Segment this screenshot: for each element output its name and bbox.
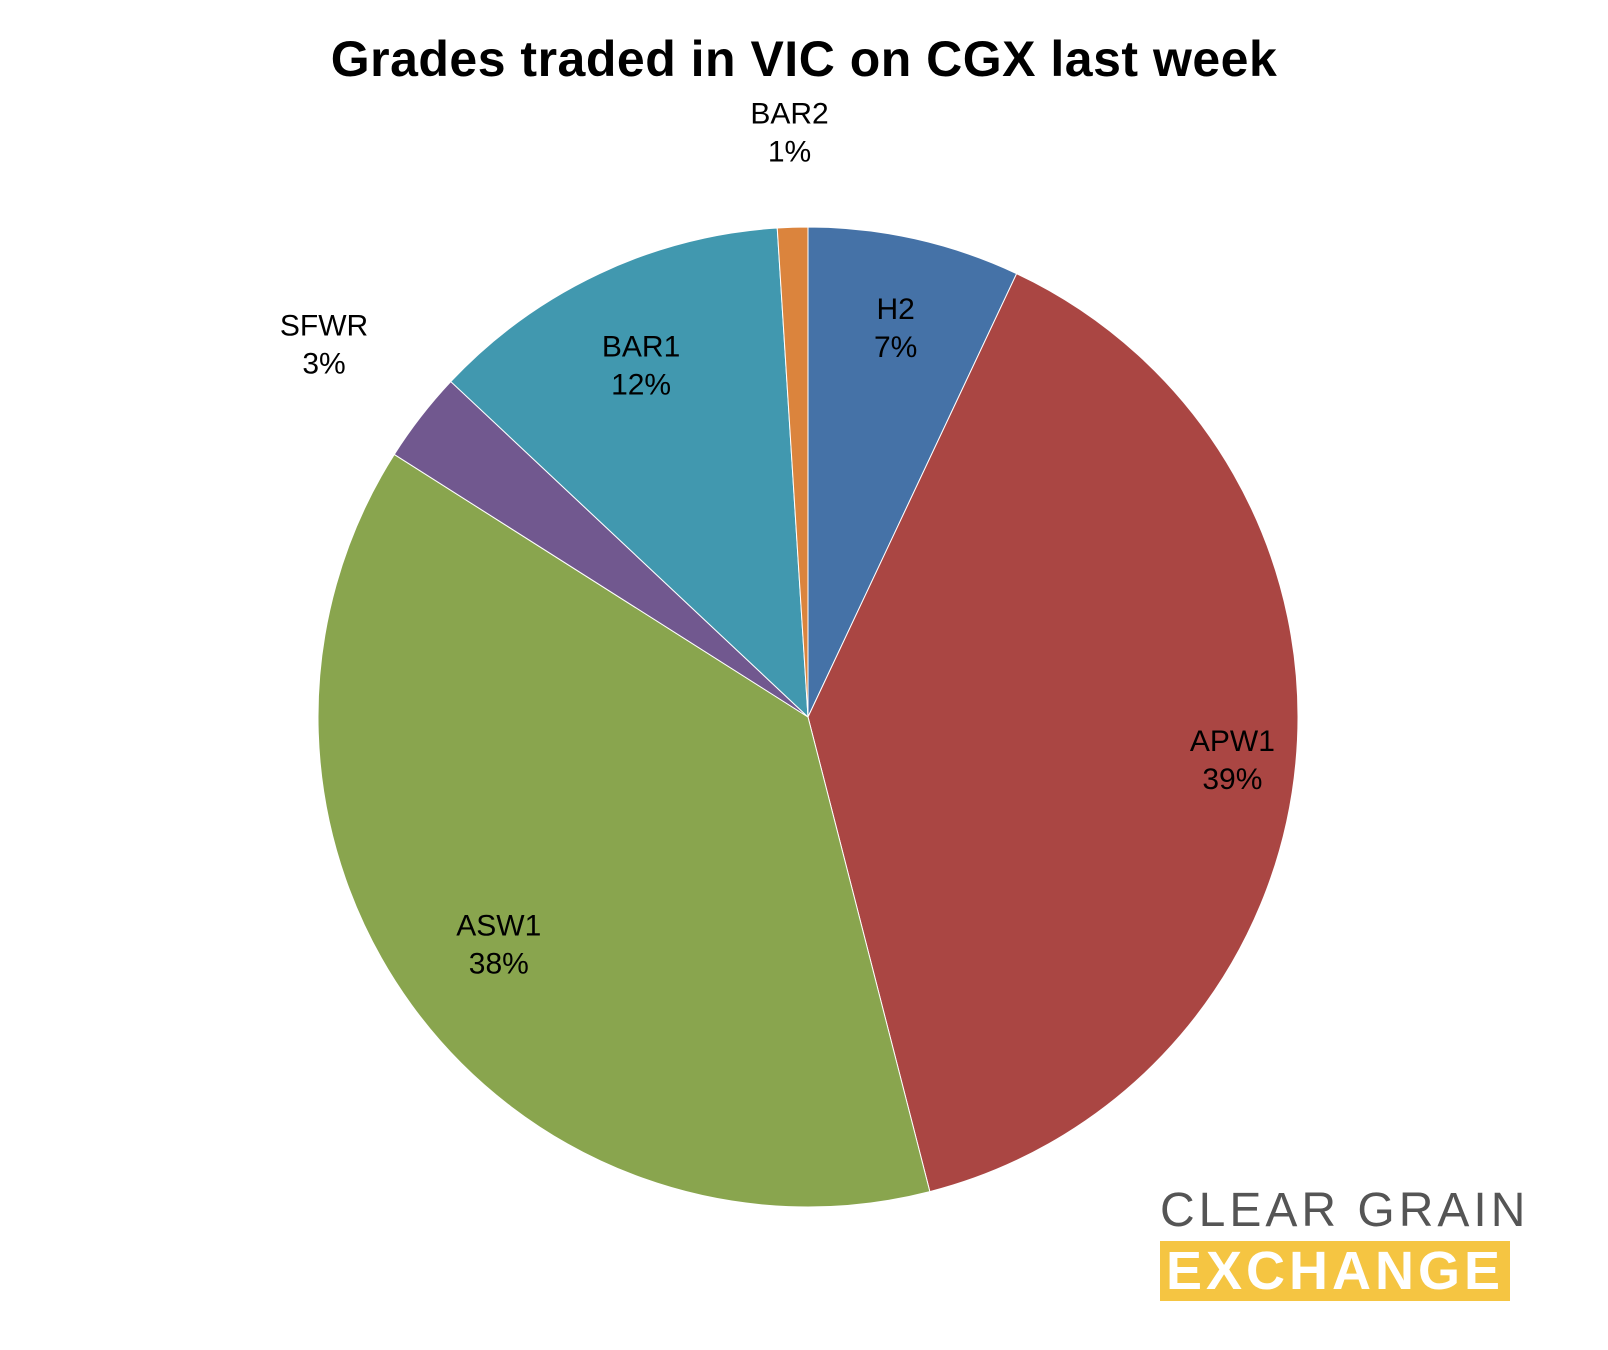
slice-label-apw1: APW1 bbox=[1190, 725, 1275, 758]
slice-label-asw1: ASW1 bbox=[456, 910, 541, 943]
pie-slice-asw1 bbox=[317, 453, 931, 1208]
slice-label-bar2: BAR2 bbox=[750, 97, 828, 130]
slice-label-sfwr: SFWR bbox=[280, 310, 368, 343]
slice-label-bar1: BAR1 bbox=[602, 330, 680, 363]
logo-text-line2: EXCHANGE bbox=[1160, 1241, 1511, 1301]
slice-percent-bar1: 12% bbox=[611, 368, 671, 401]
pie-slice-apw1 bbox=[807, 272, 1299, 1193]
pie-slice-bar2 bbox=[776, 226, 809, 718]
chart-title: Grades traded in VIC on CGX last week bbox=[330, 31, 1278, 87]
pie-slices bbox=[317, 226, 1299, 1208]
slice-percent-bar2: 1% bbox=[768, 135, 811, 168]
pie-slice-h2 bbox=[807, 226, 1018, 718]
slice-percent-asw1: 38% bbox=[469, 948, 529, 981]
slice-label-h2: H2 bbox=[876, 293, 914, 326]
pie-slice-bar1 bbox=[450, 227, 809, 719]
slice-percent-apw1: 39% bbox=[1202, 763, 1262, 796]
logo-text-line1: CLEAR GRAIN bbox=[1160, 1184, 1530, 1237]
slice-percent-sfwr: 3% bbox=[302, 348, 345, 381]
slice-percent-h2: 7% bbox=[874, 331, 917, 364]
pie-labels: H2 7% APW1 39% ASW1 38% SFWR 3% BAR1 12% BAR2 1% bbox=[280, 97, 1275, 980]
clear-grain-exchange-logo: CLEAR GRAIN EXCHANGE bbox=[1160, 1185, 1560, 1301]
